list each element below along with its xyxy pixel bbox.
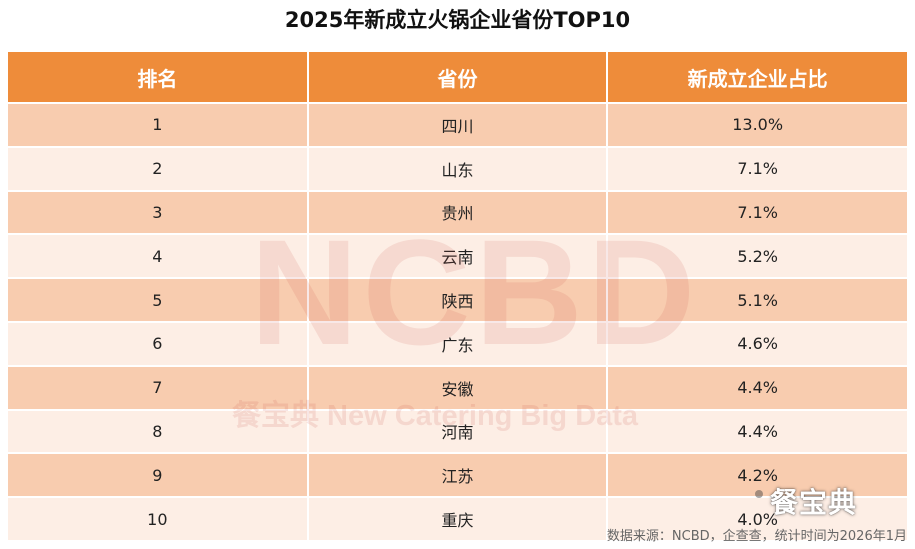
table-row: 10 重庆 4.0% <box>8 496 907 540</box>
share-cell: 5.2% <box>607 233 907 279</box>
header-rank: 排名 <box>8 52 309 103</box>
table-row: 4 云南 5.2% <box>8 233 907 279</box>
share-cell: 4.0% <box>607 496 907 540</box>
header-share: 新成立企业占比 <box>607 52 907 103</box>
rank-cell: 2 <box>8 145 309 191</box>
share-cell: 13.0% <box>607 102 907 147</box>
share-cell: 7.1% <box>607 189 907 235</box>
table-row: 2 山东 7.1% <box>8 145 907 191</box>
rank-cell: 6 <box>8 320 309 366</box>
rank-cell: 9 <box>8 452 309 498</box>
province-cell: 河南 <box>307 408 609 454</box>
rank-cell: 5 <box>8 277 309 322</box>
table-row: 5 陕西 5.1% <box>8 277 907 322</box>
share-cell: 4.4% <box>607 364 907 410</box>
table-title: 2025年新成立火锅企业省份TOP10 <box>284 8 631 32</box>
rank-cell: 3 <box>8 189 309 235</box>
table-row: 8 河南 4.4% <box>8 408 907 454</box>
province-cell: 江苏 <box>307 452 609 498</box>
table-row: 3 贵州 7.1% <box>8 189 907 235</box>
province-cell: 广东 <box>307 320 609 366</box>
province-cell: 重庆 <box>307 496 609 540</box>
province-cell: 云南 <box>307 233 609 279</box>
share-cell: 4.4% <box>607 408 907 454</box>
province-cell: 四川 <box>307 102 609 147</box>
province-cell: 安徽 <box>307 364 609 410</box>
source-note: 数据来源：NCBD，企查查，统计时间为2026年1月 <box>606 529 907 544</box>
share-cell: 7.1% <box>607 145 907 191</box>
header-province: 省份 <box>307 52 609 103</box>
rank-cell: 1 <box>8 102 309 147</box>
rank-cell: 7 <box>8 364 309 410</box>
table-row: 1 四川 13.0% <box>8 102 907 147</box>
province-cell: 陕西 <box>307 277 609 322</box>
table-row: 9 江苏 4.2% <box>8 452 907 498</box>
ranking-table: 排名 省份 新成立企业占比 1 四川 13.0% 2 山东 7.1% 3 贵州 … <box>8 52 907 540</box>
province-cell: 山东 <box>307 145 609 191</box>
table-row: 7 安徽 4.4% <box>8 364 907 410</box>
table-row: 6 广东 4.6% <box>8 320 907 366</box>
rank-cell: 8 <box>8 408 309 454</box>
brand-logo: 餐宝典 <box>770 486 858 519</box>
rank-cell: 4 <box>8 233 309 279</box>
share-cell: 5.1% <box>607 277 907 322</box>
province-cell: 贵州 <box>307 189 609 235</box>
rank-cell: 10 <box>8 496 309 540</box>
share-cell: 4.2% <box>607 452 907 498</box>
share-cell: 4.6% <box>607 320 907 366</box>
logo-icon <box>755 490 763 498</box>
table-header-row: 排名 省份 新成立企业占比 <box>8 52 907 103</box>
